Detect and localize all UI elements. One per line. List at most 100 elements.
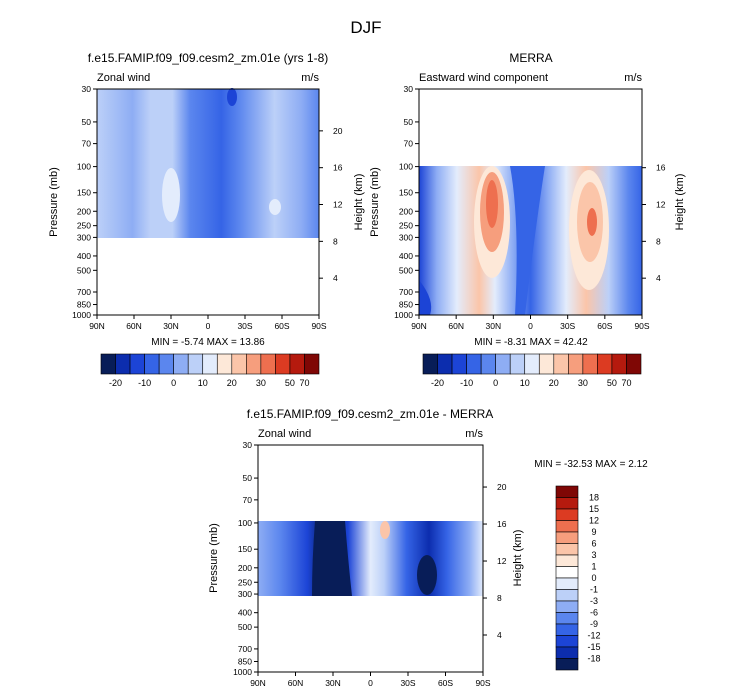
contour-field [419, 166, 642, 315]
y-right-tick-label: 8 [333, 236, 338, 246]
x-tick-label: 60N [126, 321, 142, 331]
colorbar-label: -10 [138, 378, 151, 388]
contour-max-core [380, 521, 390, 539]
y-axis-right-label: Height (km) [512, 530, 524, 587]
y-tick-label: 850 [399, 300, 413, 310]
y-tick-label: 400 [238, 608, 252, 618]
panel-left-label: Zonal wind [258, 428, 311, 440]
colorbar-swatch [626, 353, 642, 375]
colorbar-swatch [555, 485, 579, 498]
y-axis-right-ticks: 16 12 8 4 [642, 163, 666, 283]
panel-stats: MIN = -32.53 MAX = 2.12 [534, 459, 648, 470]
colorbar-swatch [509, 353, 526, 375]
colorbar-swatch [495, 353, 511, 375]
colorbar-label: -18 [587, 654, 600, 664]
panel-left-label: Zonal wind [97, 72, 150, 84]
x-axis-ticks: 90N 60N 30N 0 30S 60S 90S [89, 315, 327, 331]
y-right-tick-label: 8 [656, 236, 661, 246]
contour-max-core [269, 199, 281, 215]
colorbar-label: 18 [589, 493, 599, 503]
colorbar-label: 10 [198, 378, 208, 388]
y-tick-label: 100 [399, 162, 413, 172]
x-tick-label: 30N [486, 321, 502, 331]
colorbar-swatch [275, 353, 291, 375]
colorbar-swatch [304, 353, 320, 375]
colorbar-swatch [555, 623, 579, 636]
y-right-tick-label: 16 [333, 163, 343, 173]
colorbar-label: -9 [590, 619, 598, 629]
colorbar-swatch [246, 353, 262, 375]
colorbar-swatch [187, 353, 204, 375]
colorbar-label: 6 [591, 539, 596, 549]
x-tick-label: 30S [400, 678, 415, 688]
y-tick-label: 400 [77, 251, 91, 261]
colorbar-label: -20 [109, 378, 122, 388]
colorbar-swatch [538, 353, 555, 375]
colorbar-label: 30 [256, 378, 266, 388]
y-tick-label: 1000 [394, 310, 413, 320]
y-tick-label: 50 [404, 117, 414, 127]
colorbar-label: 12 [589, 516, 599, 526]
x-tick-label: 60S [597, 321, 612, 331]
colorbar-swatch [582, 353, 598, 375]
y-right-tick-label: 12 [497, 556, 507, 566]
y-tick-label: 150 [238, 544, 252, 554]
y-axis-label: Pressure (mb) [369, 167, 381, 237]
x-tick-label: 90N [411, 321, 427, 331]
colorbar-swatch [568, 353, 584, 375]
y-tick-label: 700 [238, 644, 252, 654]
y-axis-right-label: Height (km) [353, 174, 365, 231]
colorbar-swatch [555, 520, 579, 533]
x-tick-label: 90S [311, 321, 326, 331]
y-tick-label: 70 [404, 139, 414, 149]
contour-east-core [510, 166, 545, 315]
colorbar-swatch [555, 497, 579, 510]
x-tick-label: 90N [250, 678, 266, 688]
y-tick-label: 70 [82, 139, 92, 149]
x-tick-label: 30S [237, 321, 252, 331]
colorbar-label: 50 [607, 378, 617, 388]
colorbar-swatch [422, 353, 438, 375]
colorbar-label: -10 [460, 378, 473, 388]
y-right-tick-label: 4 [656, 273, 661, 283]
colorbar-swatch [451, 353, 467, 375]
y-right-tick-label: 4 [333, 273, 338, 283]
colorbar-label: 0 [591, 573, 596, 583]
x-tick-label: 0 [528, 321, 533, 331]
y-tick-label: 850 [238, 656, 252, 666]
y-right-tick-label: 20 [333, 126, 343, 136]
x-tick-label: 90N [89, 321, 105, 331]
x-tick-label: 90S [475, 678, 490, 688]
y-right-tick-label: 12 [333, 200, 343, 210]
panel-right-label: m/s [301, 72, 319, 84]
panel-stats: MIN = -5.74 MAX = 13.86 [151, 337, 265, 348]
y-right-tick-label: 8 [497, 593, 502, 603]
y-tick-label: 700 [399, 287, 413, 297]
x-tick-label: 30N [325, 678, 341, 688]
panel-right-label: m/s [624, 72, 642, 84]
colorbar-label: 70 [299, 378, 309, 388]
y-tick-label: 30 [404, 84, 414, 94]
colorbar-label: -3 [590, 596, 598, 606]
panel-obs: MERRA Eastward wind component m/s 30 50 70… [369, 51, 686, 388]
y-axis-label: Pressure (mb) [208, 523, 220, 593]
y-tick-label: 150 [399, 188, 413, 198]
panel-right-label: m/s [465, 428, 483, 440]
colorbar-label: 1 [591, 562, 596, 572]
y-tick-label: 1000 [72, 310, 91, 320]
colorbar-swatch [158, 353, 174, 375]
colorbar-swatch [555, 566, 579, 579]
colorbar-swatch [202, 353, 218, 375]
y-tick-label: 150 [77, 188, 91, 198]
colorbar-label: 3 [591, 550, 596, 560]
x-tick-label: 30N [163, 321, 179, 331]
colorbar: -20 -10 0 10 20 30 50 70 [100, 353, 320, 388]
colorbar-label: -6 [590, 608, 598, 618]
y-tick-label: 30 [243, 440, 253, 450]
contour-jet-south [587, 208, 597, 236]
panel-title: f.e15.FAMIP.f09_f09.cesm2_zm.01e (yrs 1-… [88, 51, 329, 65]
colorbar-swatch [480, 353, 496, 375]
colorbar-swatch [466, 353, 482, 375]
